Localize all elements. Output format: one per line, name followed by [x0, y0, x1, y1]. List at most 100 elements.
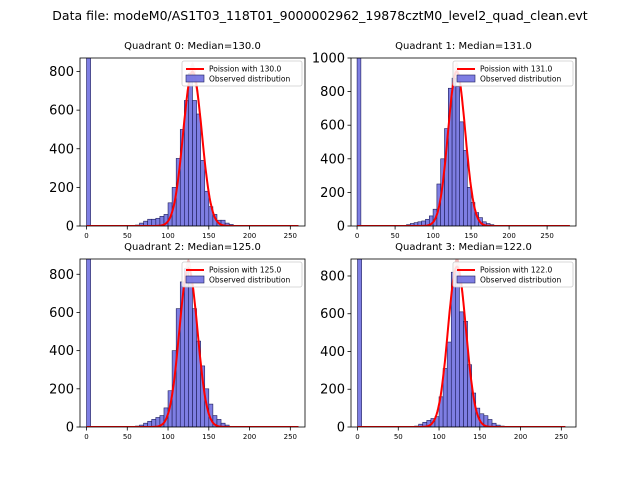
histogram-bar: [86, 58, 91, 226]
x-tick-label: 0: [355, 433, 359, 441]
histogram-bar: [204, 190, 210, 226]
y-tick-label: 400: [49, 142, 74, 157]
histogram-bar: [455, 86, 460, 226]
x-tick-label: 100: [161, 232, 174, 240]
x-tick-label: 250: [540, 232, 553, 240]
y-tick-label: 1000: [312, 52, 345, 67]
x-tick-label: 200: [243, 232, 256, 240]
y-tick-label: 0: [66, 421, 74, 436]
y-tick-label: 800: [49, 268, 74, 283]
legend-box: [452, 261, 574, 288]
legend-box: [181, 261, 303, 288]
legend-box: [181, 60, 303, 87]
y-tick-label: 400: [49, 344, 74, 359]
x-tick-label: 250: [555, 433, 568, 441]
legend-hist-swatch: [456, 275, 476, 284]
legend-hist-swatch: [185, 275, 205, 284]
legend-line-label: Poission with 125.0: [209, 266, 282, 275]
legend-line-label: Poission with 130.0: [209, 65, 282, 74]
y-tick-label: 600: [49, 104, 74, 119]
y-tick-label: 800: [320, 85, 345, 100]
subplot-grid: 0 200 400 600 800 0 50 100 150 200 250 Quadrant 0: …: [49, 41, 577, 441]
x-tick-label: 250: [284, 433, 297, 441]
y-tick-label: 200: [320, 383, 345, 398]
y-tick-label: 600: [320, 119, 345, 134]
x-tick-label: 150: [464, 232, 477, 240]
histogram-bar: [86, 259, 91, 427]
legend-hist-label: Observed distribution: [209, 75, 290, 84]
subplot-quadrant-3: 0 200 400 600 800 0 50 100 150 200 250 Quadrant 3: …: [320, 242, 577, 441]
axes-frame: [350, 258, 577, 428]
legend-hist-label: Observed distribution: [209, 276, 290, 285]
y-tick-label: 0: [337, 220, 345, 235]
histogram-bar: [463, 150, 468, 226]
subplot-quadrant-0: 0 200 400 600 800 0 50 100 150 200 250 Quadrant 0: …: [49, 41, 306, 240]
legend-hist-label: Observed distribution: [480, 75, 561, 84]
x-tick-label: 50: [123, 433, 132, 441]
x-tick-label: 50: [391, 232, 400, 240]
histogram-bar: [147, 218, 153, 226]
histogram-bar: [200, 160, 206, 226]
plot-area: [356, 58, 570, 226]
poisson-curve: [357, 70, 570, 226]
histogram-bar: [356, 58, 362, 226]
histogram-bar: [451, 77, 457, 226]
x-tick-label: 150: [202, 232, 215, 240]
x-tick-label: 0: [355, 232, 359, 240]
legend-line-label: Poission with 131.0: [480, 65, 553, 74]
histogram-bar: [196, 113, 201, 226]
figure-suptitle: Data file: modeM0/AS1T03_118T01_90000029…: [52, 8, 587, 23]
x-tick-label: 0: [84, 232, 88, 240]
y-tick-label: 0: [337, 421, 345, 436]
histogram-bar: [459, 121, 464, 226]
histogram-bar: [467, 187, 472, 226]
subplot-quadrant-1: 0 200 400 600 800 1000 0 50 100 150 200 250 Quadrant…: [312, 41, 577, 240]
x-tick-label: 200: [243, 433, 256, 441]
x-tick-label: 150: [473, 433, 486, 441]
y-tick-label: 200: [320, 186, 345, 201]
legend-hist-swatch: [185, 74, 205, 83]
histogram-bar: [188, 73, 193, 226]
axes-frame: [79, 57, 306, 227]
x-tick-label: 250: [284, 232, 297, 240]
y-tick-label: 200: [49, 382, 74, 397]
x-tick-label: 100: [161, 433, 174, 441]
x-tick-label: 150: [202, 433, 215, 441]
axes-frame: [79, 258, 306, 428]
subplot-title: Quadrant 2: Median=125.0: [124, 242, 261, 253]
legend-box: [452, 60, 574, 87]
subplot-title: Quadrant 3: Median=122.0: [395, 242, 532, 253]
y-tick-label: 800: [320, 269, 345, 284]
histogram-bar: [459, 311, 464, 427]
y-tick-label: 200: [49, 181, 74, 196]
x-tick-label: 200: [502, 232, 515, 240]
x-tick-label: 0: [84, 433, 88, 441]
histogram-bar: [455, 270, 460, 427]
x-tick-label: 100: [426, 232, 439, 240]
histogram-bar: [192, 308, 197, 427]
y-tick-label: 0: [66, 220, 74, 235]
x-tick-label: 50: [394, 433, 403, 441]
legend-line-label: Poission with 122.0: [480, 266, 553, 275]
histogram-bar: [184, 268, 189, 427]
histogram-bar: [192, 100, 197, 226]
y-tick-label: 800: [49, 65, 74, 80]
legend-hist-swatch: [456, 74, 476, 83]
histogram-bar: [357, 259, 362, 427]
x-tick-label: 200: [514, 433, 527, 441]
x-tick-label: 100: [432, 433, 445, 441]
legend-hist-label: Observed distribution: [480, 276, 561, 285]
subplot-title: Quadrant 0: Median=130.0: [124, 41, 261, 52]
subplot-title: Quadrant 1: Median=131.0: [395, 41, 532, 52]
histogram-bar: [188, 281, 193, 427]
y-tick-label: 400: [320, 345, 345, 360]
axes-frame: [350, 57, 577, 227]
y-tick-label: 400: [320, 152, 345, 167]
y-tick-label: 600: [49, 306, 74, 321]
y-tick-label: 600: [320, 307, 345, 322]
